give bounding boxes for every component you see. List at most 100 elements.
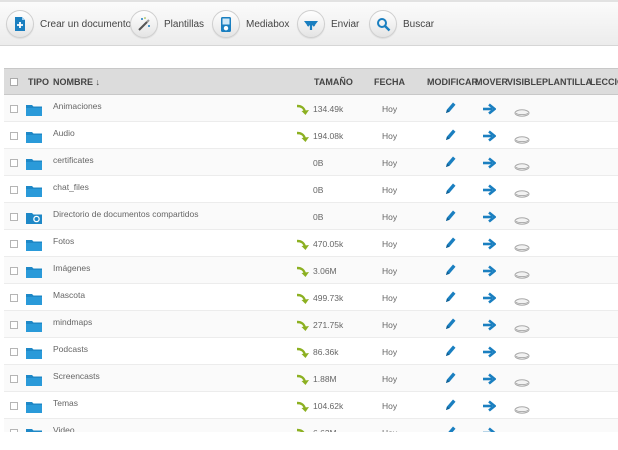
templates-button[interactable]: Plantillas	[130, 8, 204, 40]
visibility-eye-icon[interactable]	[514, 347, 530, 365]
download-arrow-icon[interactable]	[296, 319, 310, 337]
search-button[interactable]: Buscar	[369, 8, 434, 40]
visibility-eye-icon[interactable]	[514, 158, 530, 176]
folder-icon[interactable]	[26, 130, 42, 148]
folder-icon[interactable]	[26, 157, 42, 175]
header-tamano[interactable]: TAMAÑO	[314, 77, 353, 87]
download-arrow-icon[interactable]	[296, 373, 310, 391]
download-arrow-icon[interactable]	[296, 427, 310, 432]
visibility-eye-icon[interactable]	[514, 266, 530, 284]
shared-folder-icon[interactable]	[26, 211, 42, 229]
edit-pencil-icon[interactable]	[444, 182, 456, 201]
folder-name-link[interactable]: Screencasts	[53, 371, 100, 381]
header-tipo[interactable]: TIPO	[28, 77, 50, 87]
move-arrow-icon[interactable]	[482, 426, 496, 432]
folder-name-link[interactable]: Podcasts	[53, 344, 88, 354]
row-checkbox[interactable]	[10, 240, 18, 248]
visibility-eye-icon[interactable]	[514, 185, 530, 203]
folder-name-link[interactable]: Audio	[53, 128, 75, 138]
download-arrow-icon[interactable]	[296, 400, 310, 418]
move-arrow-icon[interactable]	[482, 291, 497, 309]
download-arrow-icon[interactable]	[296, 265, 310, 283]
visibility-eye-icon[interactable]	[514, 320, 530, 338]
visibility-eye-icon[interactable]	[514, 401, 530, 419]
folder-name-link[interactable]: Temas	[53, 398, 79, 408]
row-checkbox[interactable]	[10, 159, 18, 167]
download-arrow-icon[interactable]	[296, 292, 310, 310]
create-document-button[interactable]: Crear un documento	[6, 8, 131, 40]
edit-pencil-icon[interactable]	[444, 155, 456, 174]
folder-icon[interactable]	[26, 427, 42, 432]
move-arrow-icon[interactable]	[482, 237, 497, 255]
folder-icon[interactable]	[26, 265, 42, 283]
row-checkbox[interactable]	[10, 294, 18, 302]
folder-name-link[interactable]: certificates	[53, 155, 94, 165]
move-arrow-icon[interactable]	[482, 156, 497, 174]
row-checkbox[interactable]	[10, 267, 18, 275]
folder-icon[interactable]	[26, 238, 42, 256]
folder-name-link[interactable]: Directorio de documentos compartidos	[53, 209, 199, 219]
edit-pencil-icon[interactable]	[444, 344, 456, 363]
folder-name-link[interactable]: Video	[53, 425, 75, 432]
move-arrow-icon[interactable]	[482, 129, 497, 147]
edit-pencil-icon[interactable]	[444, 209, 456, 228]
folder-name-link[interactable]: Fotos	[53, 236, 75, 246]
folder-icon[interactable]	[26, 184, 42, 202]
move-arrow-icon[interactable]	[482, 372, 497, 390]
table-row: Animaciones 134.49k Hoy	[4, 95, 618, 122]
visibility-eye-icon[interactable]	[514, 131, 530, 149]
move-arrow-icon[interactable]	[482, 318, 497, 336]
row-checkbox[interactable]	[10, 429, 18, 432]
download-arrow-icon[interactable]	[296, 346, 310, 364]
header-nombre[interactable]: NOMBRE ↓	[53, 77, 100, 87]
visibility-eye-icon[interactable]	[514, 104, 530, 122]
row-checkbox[interactable]	[10, 105, 18, 113]
visibility-eye-icon[interactable]	[514, 374, 530, 392]
visibility-eye-icon[interactable]	[514, 212, 530, 230]
visibility-eye-icon[interactable]	[514, 239, 530, 257]
move-arrow-icon[interactable]	[482, 345, 497, 363]
folder-size: 271.75k	[313, 320, 344, 330]
visibility-eye-icon[interactable]	[514, 293, 530, 311]
send-label: Enviar	[331, 18, 360, 30]
row-checkbox[interactable]	[10, 348, 18, 356]
folder-name-link[interactable]: Mascota	[53, 290, 86, 300]
folder-name-link[interactable]: Animaciones	[53, 101, 102, 111]
folder-icon[interactable]	[26, 373, 42, 391]
download-arrow-icon[interactable]	[296, 103, 310, 121]
edit-pencil-icon[interactable]	[444, 398, 456, 417]
edit-pencil-icon[interactable]	[444, 236, 456, 255]
folder-icon[interactable]	[26, 319, 42, 337]
move-arrow-icon[interactable]	[482, 264, 497, 282]
folder-name-link[interactable]: mindmaps	[53, 317, 93, 327]
edit-pencil-icon[interactable]	[444, 101, 456, 120]
move-arrow-icon[interactable]	[482, 399, 497, 417]
row-checkbox[interactable]	[10, 321, 18, 329]
header-fecha[interactable]: FECHA	[374, 77, 405, 87]
download-arrow-icon[interactable]	[296, 238, 310, 256]
edit-pencil-icon[interactable]	[444, 290, 456, 309]
move-arrow-icon[interactable]	[482, 210, 497, 228]
send-button[interactable]: Enviar	[297, 8, 359, 40]
folder-icon[interactable]	[26, 400, 42, 418]
select-all-checkbox[interactable]	[10, 78, 18, 86]
edit-pencil-icon[interactable]	[444, 371, 456, 390]
edit-pencil-icon[interactable]	[444, 128, 456, 147]
download-arrow-icon[interactable]	[296, 130, 310, 148]
folder-icon[interactable]	[26, 346, 42, 364]
folder-name-link[interactable]: Imágenes	[53, 263, 91, 273]
row-checkbox[interactable]	[10, 132, 18, 140]
edit-pencil-icon[interactable]	[444, 317, 456, 336]
move-arrow-icon[interactable]	[482, 102, 497, 120]
row-checkbox[interactable]	[10, 213, 18, 221]
folder-icon[interactable]	[26, 103, 42, 121]
row-checkbox[interactable]	[10, 186, 18, 194]
edit-pencil-icon[interactable]	[444, 425, 456, 432]
folder-icon[interactable]	[26, 292, 42, 310]
mediabox-button[interactable]: Mediabox	[212, 8, 289, 40]
row-checkbox[interactable]	[10, 375, 18, 383]
move-arrow-icon[interactable]	[482, 183, 497, 201]
row-checkbox[interactable]	[10, 402, 18, 410]
edit-pencil-icon[interactable]	[444, 263, 456, 282]
folder-name-link[interactable]: chat_files	[53, 182, 89, 192]
